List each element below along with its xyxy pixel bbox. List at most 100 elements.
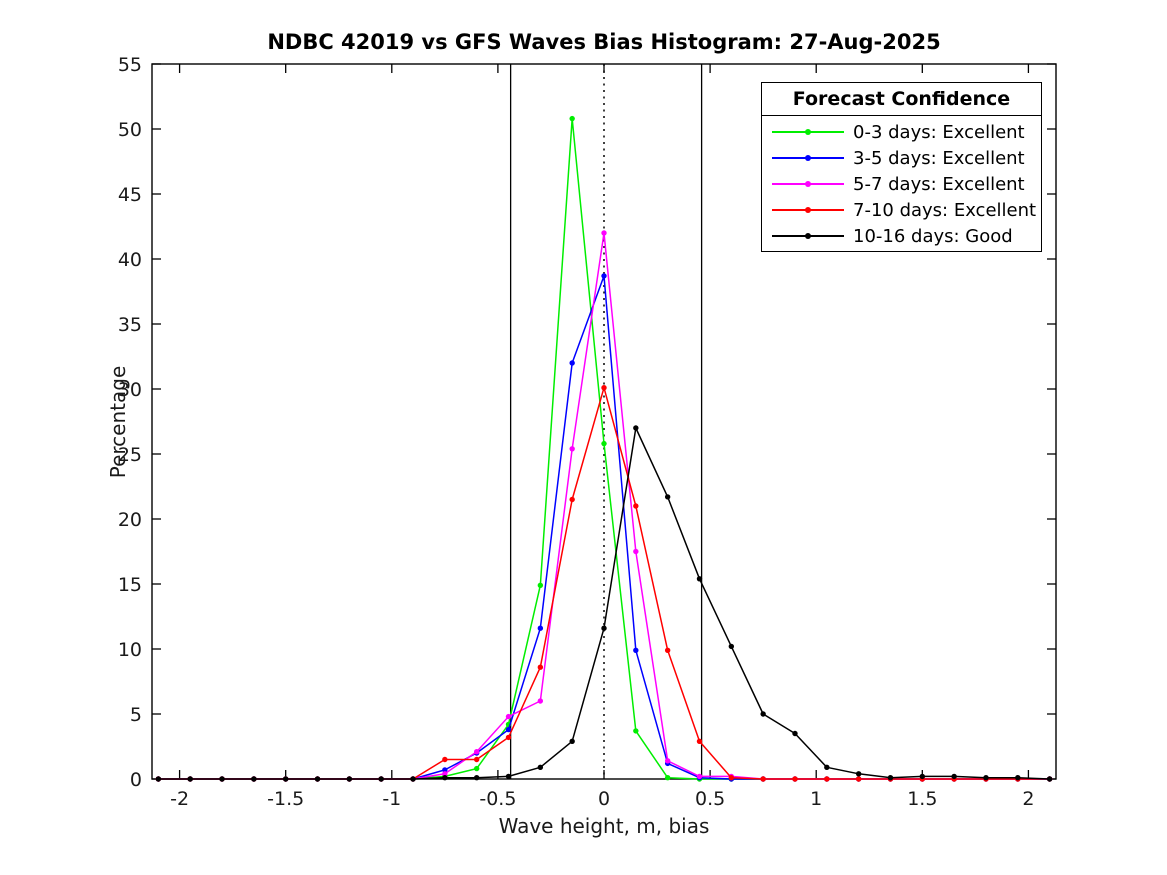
series-0-3-days-excellent-marker — [473, 765, 480, 772]
series-10-16-days-good-marker — [824, 764, 830, 770]
legend-box: Forecast Confidence 0-3 days: Excellent 3… — [761, 82, 1042, 252]
series-3-5-days-excellent-marker — [442, 767, 448, 773]
y-tick-label: 55 — [118, 54, 142, 76]
series-10-16-days-good-marker — [346, 776, 353, 782]
series-10-16-days-good-marker — [792, 730, 798, 737]
legend-entries: 0-3 days: Excellent 3-5 days: Excellent 5-… — [762, 116, 1041, 253]
series-7-10-days-excellent-marker — [696, 738, 703, 744]
series-7-10-days-excellent-marker — [728, 775, 735, 781]
series-10-16-days-good-marker — [378, 776, 384, 782]
y-tick-label: 40 — [118, 249, 142, 271]
legend-line-marker-swatch — [772, 206, 844, 214]
chart-title: NDBC 42019 vs GFS Waves Bias Histogram: … — [267, 30, 941, 54]
series-10-16-days-good-marker — [633, 425, 639, 431]
series-10-16-days-good-marker — [410, 776, 416, 782]
series-3-5-days-excellent-marker — [537, 625, 544, 631]
legend-entry-5-7: 5-7 days: Excellent — [772, 171, 1041, 197]
series-10-16-days-good-marker — [887, 775, 894, 781]
legend-entry-label: 3-5 days: Excellent — [853, 147, 1025, 169]
series-7-10-days-excellent-marker — [792, 776, 798, 782]
series-7-10-days-excellent-marker — [569, 496, 575, 503]
series-10-16-days-good-marker — [664, 494, 671, 500]
series-0-3-days-excellent-marker — [537, 582, 544, 588]
legend-entry-3-5: 3-5 days: Excellent — [772, 145, 1041, 171]
series-5-7-days-excellent-marker — [537, 698, 544, 704]
series-10-16-days-good-marker — [251, 776, 257, 782]
x-tick-label: 2 — [1022, 788, 1034, 810]
y-tick-label: 5 — [130, 704, 142, 726]
series-10-16-days-good-marker — [1015, 775, 1021, 781]
x-tick-label: -1 — [382, 788, 401, 810]
legend-line-marker-swatch — [772, 154, 844, 162]
series-5-7-days-excellent-marker — [633, 548, 639, 555]
series-7-10-days-excellent-marker — [824, 776, 830, 782]
x-tick-label: 0 — [598, 788, 610, 810]
series-7-10-days-excellent-marker — [601, 385, 607, 391]
series-3-5-days-excellent-marker — [601, 273, 607, 279]
series-7-10-days-excellent-marker — [537, 664, 544, 670]
series-7-10-days-excellent-marker — [442, 756, 448, 763]
legend-entry-label: 0-3 days: Excellent — [853, 121, 1025, 143]
y-tick-label: 25 — [118, 444, 142, 466]
series-7-10-days-excellent-marker — [855, 776, 862, 782]
y-tick-label: 10 — [118, 639, 142, 661]
y-tick-label: 45 — [118, 184, 142, 206]
series-10-16-days-good-marker — [1046, 776, 1053, 782]
series-10-16-days-good-marker — [569, 738, 575, 744]
legend-entry-label: 10-16 days: Good — [853, 225, 1013, 247]
series-5-7-days-excellent-marker — [601, 230, 607, 236]
series-0-3-days-excellent-marker — [664, 775, 671, 781]
legend-line-marker-swatch — [772, 180, 844, 188]
y-tick-label: 20 — [118, 509, 142, 531]
y-tick-label: 0 — [130, 769, 142, 791]
legend-title: Forecast Confidence — [762, 83, 1041, 116]
series-10-16-days-good-marker — [728, 643, 735, 650]
series-5-7-days-excellent-marker — [505, 713, 512, 720]
series-0-3-days-excellent-marker — [601, 440, 607, 447]
series-10-16-days-good-marker — [314, 776, 321, 782]
series-10-16-days-good-marker — [601, 625, 607, 631]
series-10-16-days-good-marker — [505, 773, 512, 780]
series-5-7-days-excellent-marker — [664, 758, 671, 764]
series-7-10-days-excellent-marker — [760, 776, 766, 782]
series-5-7-days-excellent-marker — [442, 771, 448, 777]
series-10-16-days-good-marker — [187, 776, 193, 782]
x-axis-label: Wave height, m, bias — [498, 814, 710, 838]
y-tick-label: 30 — [118, 379, 142, 401]
series-10-16-days-good-marker — [282, 776, 289, 782]
series-10-16-days-good-marker — [537, 764, 544, 770]
series-10-16-days-good-marker — [983, 775, 989, 781]
series-0-3-days-excellent-marker — [569, 115, 575, 122]
series-7-10-days-excellent-marker — [633, 503, 639, 509]
x-tick-label: 0.5 — [695, 788, 725, 810]
x-tick-label: 1.5 — [907, 788, 937, 810]
series-3-5-days-excellent-marker — [505, 726, 512, 733]
series-10-16-days-good-marker — [155, 776, 162, 782]
series-10-16-days-good-marker — [919, 773, 926, 780]
series-10-16-days-good-marker — [855, 771, 862, 777]
series-10-16-days-good-marker — [442, 775, 448, 781]
legend-entry-7-10: 7-10 days: Excellent — [772, 197, 1041, 223]
series-10-16-days-good-marker — [473, 775, 480, 781]
series-5-7-days-excellent-marker — [696, 773, 703, 780]
x-tick-label: -1.5 — [267, 788, 304, 810]
x-tick-label: 1 — [810, 788, 822, 810]
y-tick-label: 35 — [118, 314, 142, 336]
y-axis-label: Percentage — [106, 365, 130, 479]
legend-line-marker-swatch — [772, 128, 844, 136]
y-tick-label: 15 — [118, 574, 142, 596]
legend-entry-label: 7-10 days: Excellent — [853, 199, 1037, 221]
y-tick-label: 50 — [118, 119, 142, 141]
series-0-3-days-excellent-marker — [633, 728, 639, 734]
series-10-16-days-good-marker — [951, 773, 957, 780]
series-7-10-days-excellent-marker — [473, 756, 480, 763]
legend-entry-10-16: 10-16 days: Good — [772, 223, 1041, 249]
series-10-16-days-good-marker — [760, 711, 766, 717]
series-5-7-days-excellent-marker — [569, 446, 575, 452]
series-3-5-days-excellent-marker — [633, 647, 639, 653]
series-10-16-days-good-marker — [219, 776, 225, 782]
legend-line-marker-swatch — [772, 232, 844, 240]
legend-entry-0-3: 0-3 days: Excellent — [772, 119, 1041, 145]
